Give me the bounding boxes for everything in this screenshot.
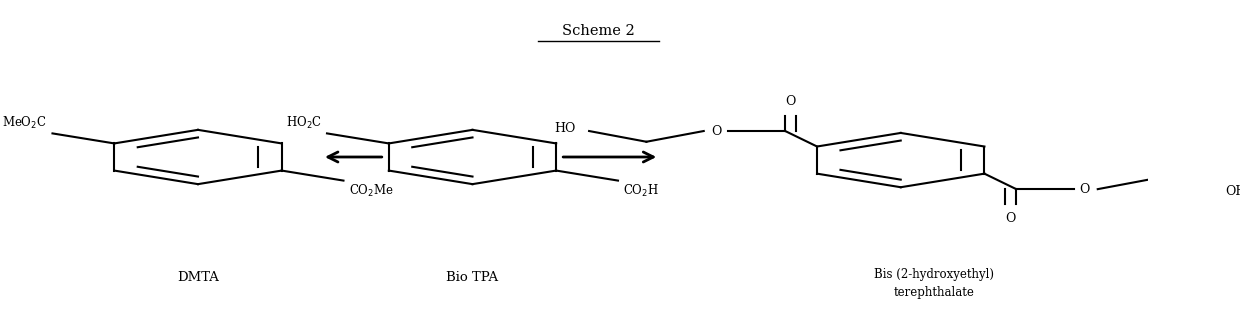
Text: DMTA: DMTA	[177, 271, 219, 284]
Text: Scheme 2: Scheme 2	[563, 24, 635, 38]
Text: O: O	[1006, 212, 1016, 225]
Text: O: O	[785, 95, 796, 108]
Text: Bio TPA: Bio TPA	[446, 271, 498, 284]
Text: O: O	[712, 125, 722, 138]
Text: CO$_2$Me: CO$_2$Me	[348, 183, 393, 199]
Text: OH: OH	[1225, 185, 1240, 198]
Text: Bis (2-hydroxyethyl)
terephthalate: Bis (2-hydroxyethyl) terephthalate	[874, 268, 993, 299]
Text: CO$_2$H: CO$_2$H	[624, 183, 660, 199]
Text: HO: HO	[554, 122, 575, 135]
Text: O: O	[1079, 183, 1090, 196]
Text: MeO$_2$C: MeO$_2$C	[2, 115, 47, 131]
Text: HO$_2$C: HO$_2$C	[285, 115, 321, 131]
